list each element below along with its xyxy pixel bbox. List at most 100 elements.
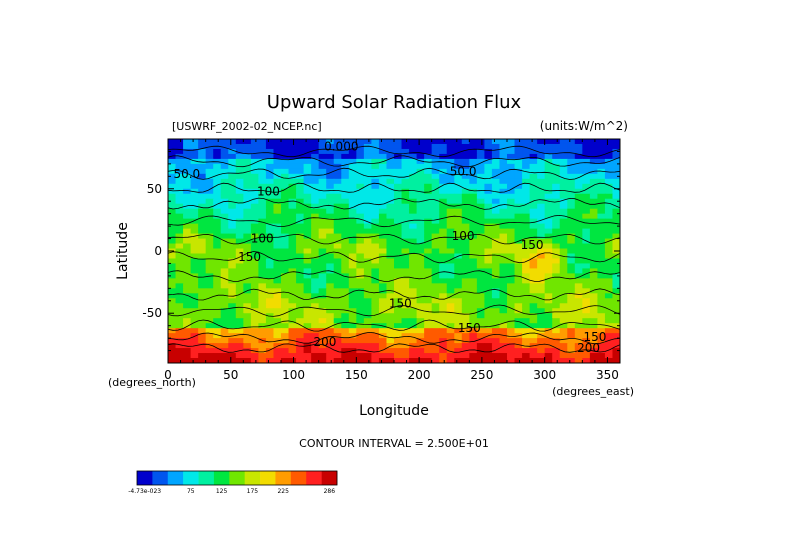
heatmap-cell <box>333 348 342 354</box>
heatmap-cell <box>612 288 620 294</box>
heatmap-cell <box>559 268 568 274</box>
heatmap-cell <box>401 188 410 195</box>
heatmap-cell <box>190 163 199 170</box>
heatmap-cell <box>544 183 553 190</box>
heatmap-cell <box>537 238 546 245</box>
heatmap-cell <box>484 353 493 359</box>
heatmap-cell <box>522 268 531 274</box>
heatmap-cell <box>235 253 244 260</box>
heatmap-cell <box>326 228 335 235</box>
heatmap-cell <box>386 293 395 299</box>
heatmap-cell <box>461 168 470 175</box>
heatmap-cell <box>416 248 425 255</box>
heatmap-cell <box>476 228 485 235</box>
heatmap-cell <box>416 193 425 200</box>
contour-line <box>168 270 620 282</box>
heatmap-cell <box>198 268 207 274</box>
heatmap-cell <box>281 328 290 334</box>
heatmap-cell <box>243 308 252 314</box>
colorbar-tick-label: 286 <box>324 488 336 495</box>
heatmap-cell <box>273 333 282 339</box>
heatmap-cell <box>183 139 192 145</box>
heatmap-cell <box>409 243 418 250</box>
heatmap-cell <box>356 258 365 265</box>
heatmap-cell <box>574 198 583 205</box>
heatmap-field <box>168 139 620 363</box>
heatmap-cell <box>394 233 403 240</box>
heatmap-cell <box>507 348 516 354</box>
heatmap-cell <box>175 273 184 279</box>
heatmap-cell <box>168 313 177 319</box>
heatmap-cell <box>424 218 433 225</box>
heatmap-cell <box>484 223 493 230</box>
heatmap-cell <box>514 348 523 354</box>
heatmap-cell <box>469 153 478 160</box>
heatmap-cell <box>401 278 410 284</box>
heatmap-cell <box>371 248 380 255</box>
heatmap-cell <box>243 338 252 344</box>
heatmap-cell <box>446 203 455 210</box>
heatmap-cell <box>484 178 493 185</box>
heatmap-cell <box>273 153 282 160</box>
heatmap-cell <box>243 253 252 260</box>
heatmap-cell <box>559 163 568 170</box>
heatmap-cell <box>491 348 501 354</box>
heatmap-cell <box>552 193 561 200</box>
heatmap-cell <box>499 193 508 200</box>
heatmap-cell <box>213 298 222 304</box>
heatmap-cell <box>529 303 538 309</box>
heatmap-cell <box>296 273 305 279</box>
heatmap-cell <box>326 293 335 299</box>
heatmap-cell <box>341 143 350 150</box>
heatmap-cell <box>491 323 501 329</box>
heatmap-cell <box>439 273 448 279</box>
heatmap-cell <box>281 183 290 190</box>
heatmap-cell <box>258 158 267 165</box>
heatmap-cell <box>401 283 410 289</box>
heatmap-cell <box>544 358 553 363</box>
heatmap-cell <box>303 258 312 265</box>
heatmap-cell <box>341 263 350 270</box>
heatmap-cell <box>220 313 229 319</box>
heatmap-cell <box>431 353 440 359</box>
heatmap-cell <box>431 243 440 250</box>
heatmap-cell <box>258 238 267 245</box>
heatmap-cell <box>281 258 290 265</box>
heatmap-cell <box>348 178 357 185</box>
heatmap-cell <box>552 298 561 304</box>
heatmap-cell <box>589 358 598 363</box>
heatmap-cell <box>582 358 591 363</box>
heatmap-cell <box>522 233 531 240</box>
heatmap-cell <box>431 198 440 205</box>
heatmap-cell <box>168 213 177 220</box>
heatmap-cell <box>484 233 493 240</box>
heatmap-cell <box>507 308 516 314</box>
heatmap-cell <box>469 193 478 200</box>
heatmap-cell <box>265 173 275 180</box>
heatmap-cell <box>507 303 516 309</box>
heatmap-cell <box>311 163 320 170</box>
heatmap-cell <box>574 328 583 334</box>
heatmap-cell <box>356 248 365 255</box>
heatmap-cell <box>409 348 418 354</box>
heatmap-cell <box>378 298 388 304</box>
heatmap-cell <box>326 168 335 175</box>
heatmap-cell <box>265 139 275 145</box>
heatmap-cell <box>311 233 320 240</box>
heatmap-cell <box>303 238 312 245</box>
heatmap-cell <box>401 233 410 240</box>
heatmap-cell <box>288 168 297 175</box>
heatmap-cell <box>235 193 244 200</box>
heatmap-cell <box>228 263 237 270</box>
heatmap-cell <box>363 153 372 160</box>
contour-label: 100 <box>452 229 475 243</box>
heatmap-cell <box>424 243 433 250</box>
heatmap-cell <box>363 158 372 165</box>
heatmap-cell <box>589 183 598 190</box>
heatmap-cell <box>484 208 493 215</box>
heatmap-cell <box>552 273 561 279</box>
heatmap-cell <box>296 218 305 225</box>
heatmap-cell <box>363 168 372 175</box>
heatmap-cell <box>296 313 305 319</box>
colorbar-swatch <box>290 471 307 485</box>
